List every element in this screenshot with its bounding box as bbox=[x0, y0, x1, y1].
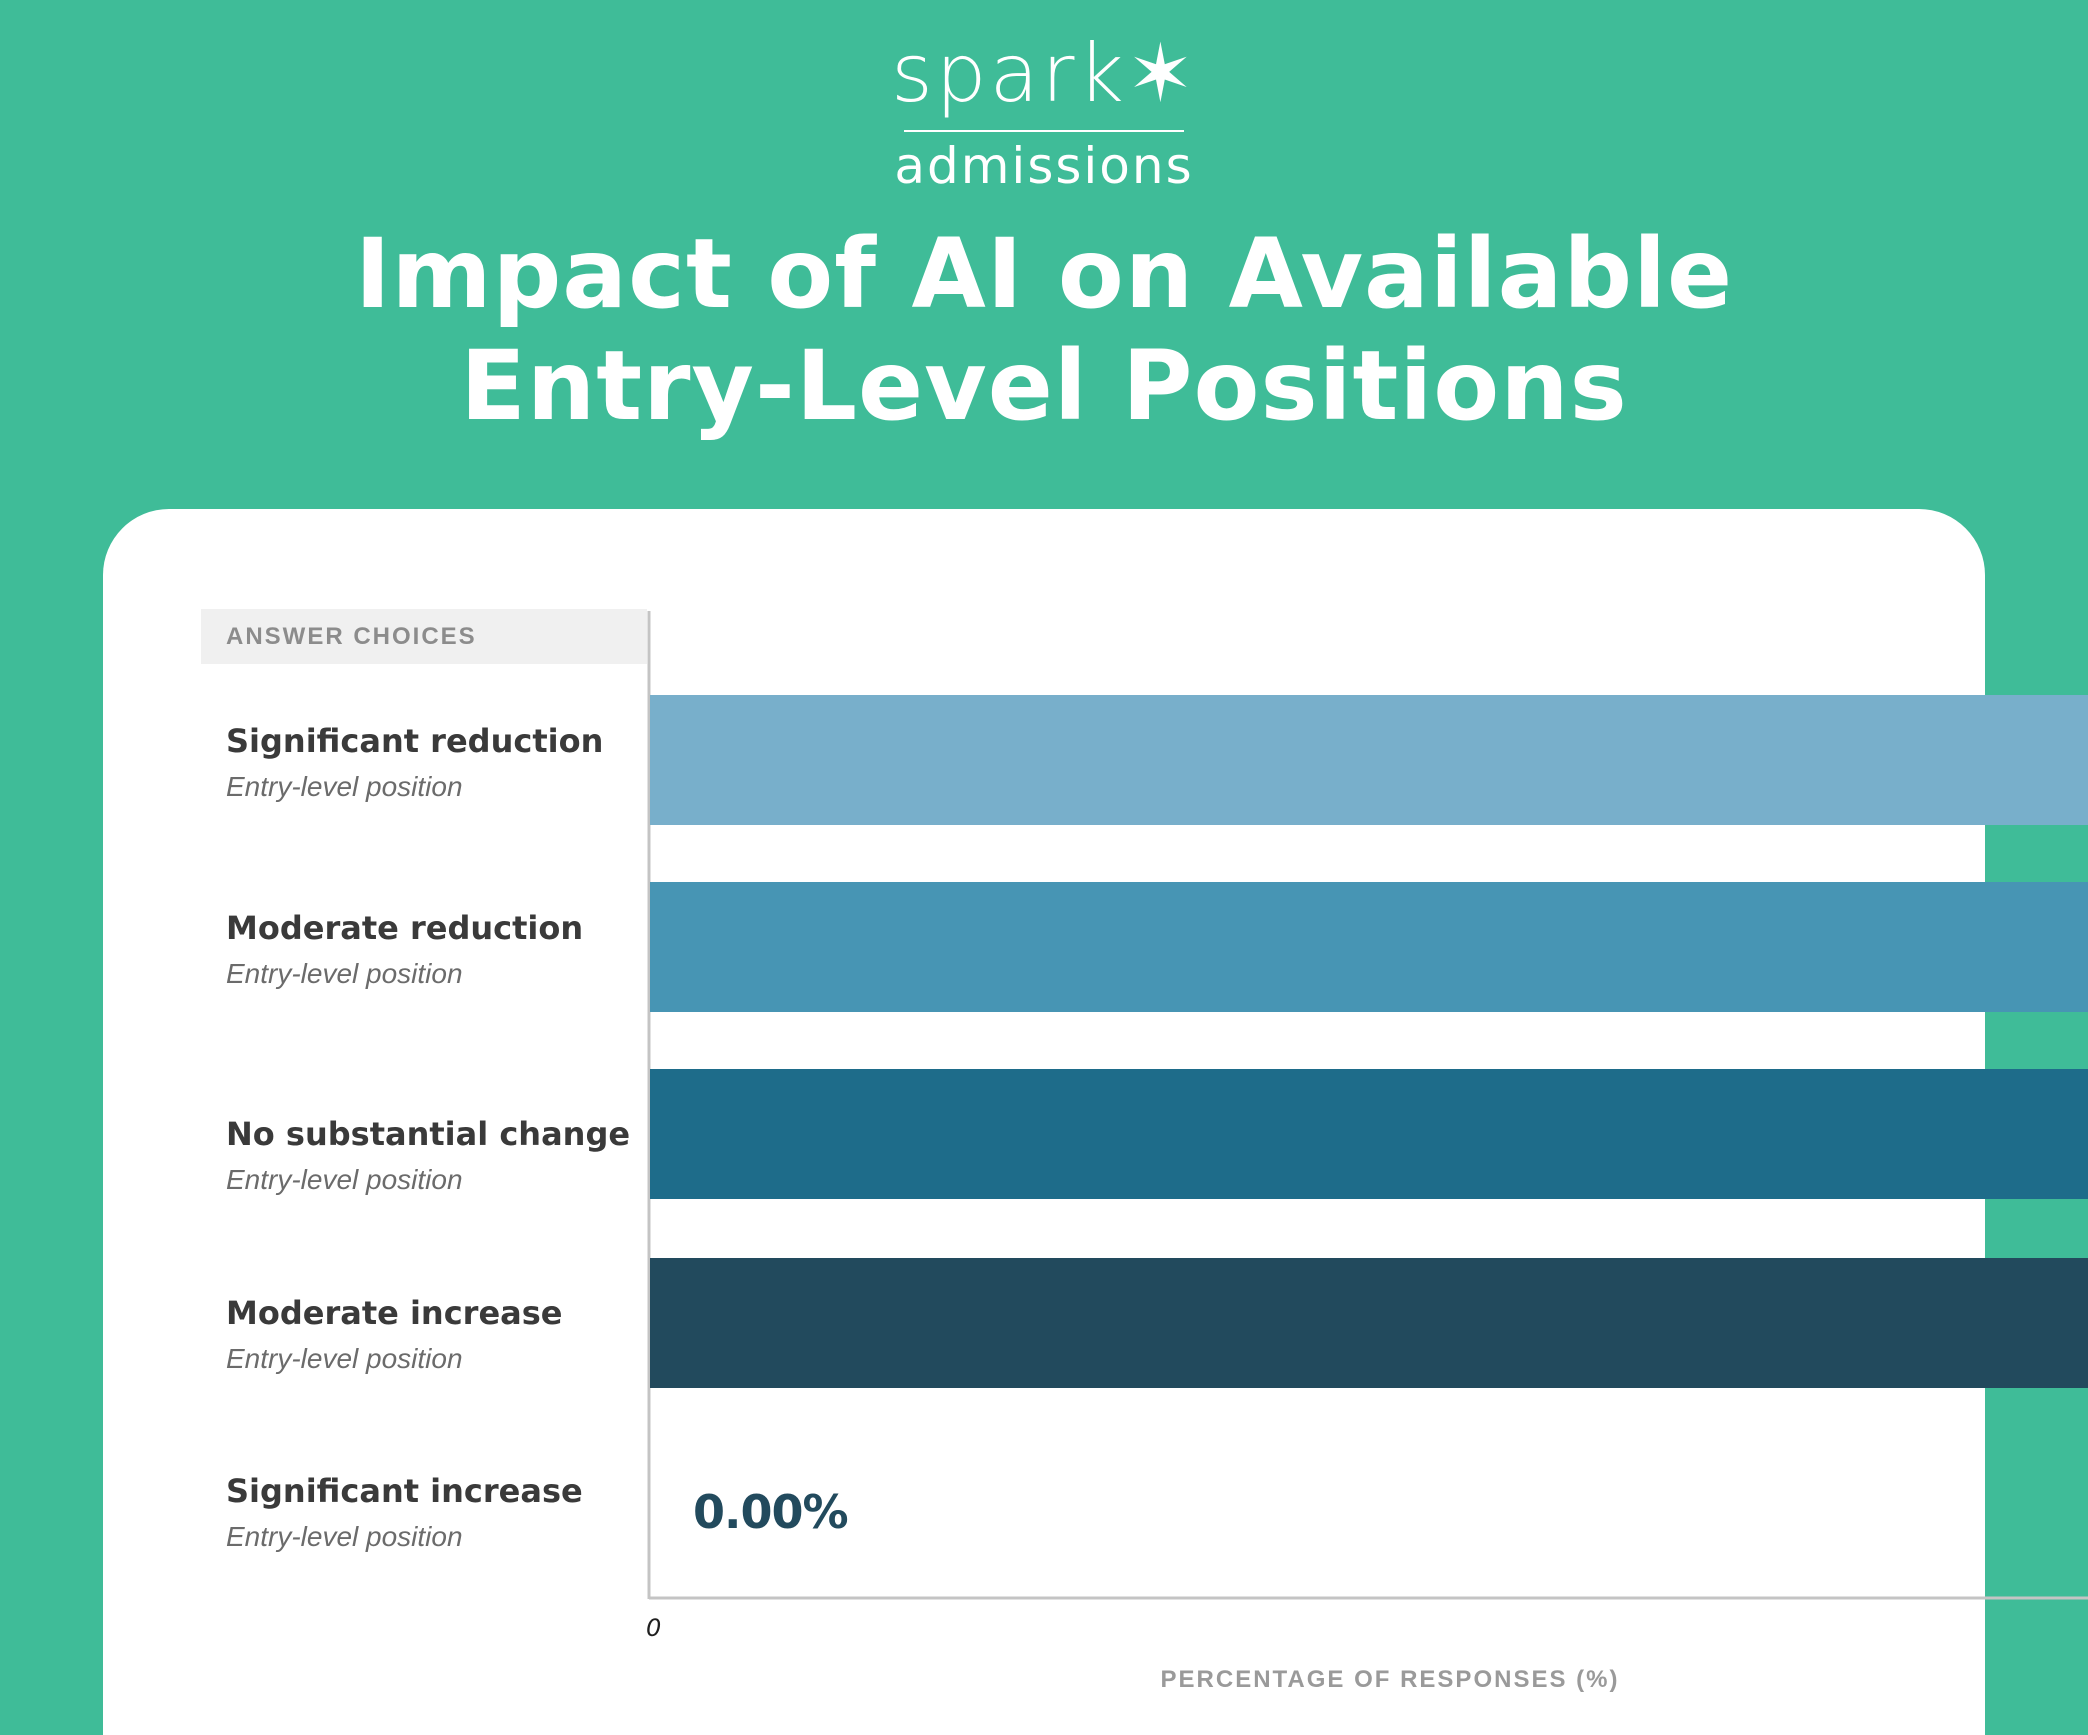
category-title: Significant reduction bbox=[226, 722, 604, 760]
category-subtitle: Entry-level position bbox=[226, 1343, 463, 1374]
category-label: Significant reduction Entry-level positio… bbox=[226, 721, 646, 805]
category-title: Moderate reduction bbox=[226, 909, 584, 947]
bar bbox=[650, 882, 2088, 1012]
category-subtitle: Entry-level position bbox=[226, 1164, 463, 1195]
logo-divider bbox=[904, 130, 1184, 132]
category-subtitle: Entry-level position bbox=[226, 771, 463, 802]
category-title: No substantial change bbox=[226, 1115, 631, 1153]
category-label: Moderate increase Entry-level position bbox=[226, 1293, 646, 1377]
bar-value-label: 0.00% bbox=[693, 1485, 848, 1539]
logo-subtitle: admissions bbox=[894, 137, 1194, 195]
bar bbox=[650, 1069, 2088, 1199]
x-axis-title: PERCENTAGE OF RESPONSES (%) bbox=[1160, 1666, 1620, 1693]
title-line-2: Entry-Level Positions bbox=[460, 330, 1628, 442]
category-title: Significant increase bbox=[226, 1472, 583, 1510]
category-subtitle: Entry-level position bbox=[226, 958, 463, 989]
logo: spark✶ admissions bbox=[0, 26, 2088, 196]
bar bbox=[650, 695, 2088, 825]
answer-choices-header: ANSWER CHOICES bbox=[201, 609, 647, 664]
category-label: Moderate reduction Entry-level position bbox=[226, 908, 646, 992]
bar bbox=[650, 1258, 2088, 1388]
category-label: No substantial change Entry-level positio… bbox=[226, 1114, 646, 1198]
category-label: Significant increase Entry-level position bbox=[226, 1471, 646, 1555]
x-tick-label: 0 bbox=[646, 1614, 661, 1642]
category-title: Moderate increase bbox=[226, 1294, 563, 1332]
category-subtitle: Entry-level position bbox=[226, 1521, 463, 1552]
page-title: Impact of AI on Available Entry-Level Po… bbox=[0, 218, 2088, 442]
logo-wordmark: spark✶ bbox=[891, 27, 1197, 120]
title-line-1: Impact of AI on Available bbox=[354, 218, 1734, 330]
